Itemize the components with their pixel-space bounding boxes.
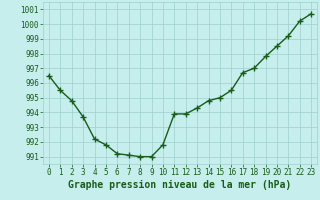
- X-axis label: Graphe pression niveau de la mer (hPa): Graphe pression niveau de la mer (hPa): [68, 180, 292, 190]
